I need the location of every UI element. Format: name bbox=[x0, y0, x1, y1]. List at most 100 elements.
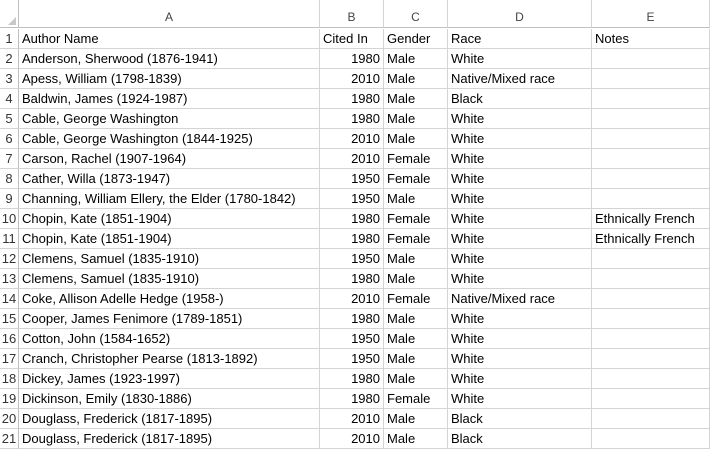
cell-author-name[interactable]: Chopin, Kate (1851-1904) bbox=[19, 209, 320, 229]
cell-cited-in[interactable]: 1980 bbox=[320, 389, 384, 409]
cell-gender[interactable]: Female bbox=[384, 289, 448, 309]
cell-cited-in[interactable]: 1980 bbox=[320, 209, 384, 229]
cell-notes[interactable] bbox=[592, 149, 710, 169]
cell-gender[interactable]: Male bbox=[384, 89, 448, 109]
cell-author-name[interactable]: Dickey, James (1923-1997) bbox=[19, 369, 320, 389]
cell-cited-in[interactable]: 1980 bbox=[320, 49, 384, 69]
cell-race[interactable]: Black bbox=[448, 429, 592, 449]
row-header[interactable]: 2 bbox=[0, 49, 19, 69]
row-header[interactable]: 4 bbox=[0, 89, 19, 109]
cell-notes[interactable] bbox=[592, 369, 710, 389]
cell-author-name[interactable]: Cranch, Christopher Pearse (1813-1892) bbox=[19, 349, 320, 369]
row-header[interactable]: 18 bbox=[0, 369, 19, 389]
column-header-e[interactable]: E bbox=[592, 0, 710, 28]
cell-race[interactable]: White bbox=[448, 249, 592, 269]
cell-gender[interactable]: Male bbox=[384, 49, 448, 69]
cell-race[interactable]: White bbox=[448, 109, 592, 129]
row-header[interactable]: 17 bbox=[0, 349, 19, 369]
cell-notes[interactable] bbox=[592, 169, 710, 189]
cell-gender[interactable]: Female bbox=[384, 209, 448, 229]
row-header[interactable]: 10 bbox=[0, 209, 19, 229]
cell-cited-in[interactable]: 1980 bbox=[320, 229, 384, 249]
row-header[interactable]: 7 bbox=[0, 149, 19, 169]
row-header[interactable]: 14 bbox=[0, 289, 19, 309]
cell-race[interactable]: White bbox=[448, 129, 592, 149]
cell-gender[interactable]: Male bbox=[384, 369, 448, 389]
row-header[interactable]: 1 bbox=[0, 29, 19, 49]
cell-cited-in[interactable]: Cited In bbox=[320, 29, 384, 49]
cell-gender[interactable]: Female bbox=[384, 229, 448, 249]
cell-race[interactable]: White bbox=[448, 389, 592, 409]
cell-race[interactable]: White bbox=[448, 229, 592, 249]
cell-notes[interactable]: Ethnically French bbox=[592, 229, 710, 249]
cell-gender[interactable]: Male bbox=[384, 249, 448, 269]
cell-author-name[interactable]: Cotton, John (1584-1652) bbox=[19, 329, 320, 349]
row-header[interactable]: 20 bbox=[0, 409, 19, 429]
cell-gender[interactable]: Female bbox=[384, 389, 448, 409]
cell-gender[interactable]: Male bbox=[384, 189, 448, 209]
cell-notes[interactable] bbox=[592, 289, 710, 309]
cell-race[interactable]: White bbox=[448, 329, 592, 349]
cell-race[interactable]: Native/Mixed race bbox=[448, 289, 592, 309]
cell-race[interactable]: White bbox=[448, 349, 592, 369]
select-all-corner[interactable] bbox=[0, 0, 19, 28]
column-header-c[interactable]: C bbox=[384, 0, 448, 28]
cell-notes[interactable] bbox=[592, 429, 710, 449]
cell-cited-in[interactable]: 2010 bbox=[320, 409, 384, 429]
row-header[interactable]: 21 bbox=[0, 429, 19, 449]
cell-race[interactable]: White bbox=[448, 49, 592, 69]
column-header-d[interactable]: D bbox=[448, 0, 592, 28]
cell-cited-in[interactable]: 1980 bbox=[320, 309, 384, 329]
column-header-b[interactable]: B bbox=[320, 0, 384, 28]
cell-notes[interactable] bbox=[592, 309, 710, 329]
cell-author-name[interactable]: Anderson, Sherwood (1876-1941) bbox=[19, 49, 320, 69]
column-header-a[interactable]: A bbox=[19, 0, 320, 28]
cell-gender[interactable]: Male bbox=[384, 309, 448, 329]
cell-notes[interactable] bbox=[592, 389, 710, 409]
cell-author-name[interactable]: Dickinson, Emily (1830-1886) bbox=[19, 389, 320, 409]
cell-author-name[interactable]: Cooper, James Fenimore (1789-1851) bbox=[19, 309, 320, 329]
cell-notes[interactable] bbox=[592, 409, 710, 429]
cell-race[interactable]: Native/Mixed race bbox=[448, 69, 592, 89]
row-header[interactable]: 9 bbox=[0, 189, 19, 209]
cell-notes[interactable] bbox=[592, 89, 710, 109]
cell-notes[interactable]: Notes bbox=[592, 29, 710, 49]
cell-author-name[interactable]: Cable, George Washington (1844-1925) bbox=[19, 129, 320, 149]
cell-cited-in[interactable]: 1950 bbox=[320, 169, 384, 189]
cell-gender[interactable]: Male bbox=[384, 69, 448, 89]
cell-author-name[interactable]: Coke, Allison Adelle Hedge (1958-) bbox=[19, 289, 320, 309]
row-header[interactable]: 11 bbox=[0, 229, 19, 249]
cell-gender[interactable]: Female bbox=[384, 169, 448, 189]
cell-race[interactable]: Black bbox=[448, 409, 592, 429]
cell-race[interactable]: White bbox=[448, 369, 592, 389]
row-header[interactable]: 8 bbox=[0, 169, 19, 189]
cell-author-name[interactable]: Cable, George Washington bbox=[19, 109, 320, 129]
cell-race[interactable]: White bbox=[448, 309, 592, 329]
cell-gender[interactable]: Male bbox=[384, 129, 448, 149]
cell-race[interactable]: White bbox=[448, 209, 592, 229]
cell-cited-in[interactable]: 2010 bbox=[320, 289, 384, 309]
cell-notes[interactable] bbox=[592, 129, 710, 149]
cell-notes[interactable] bbox=[592, 249, 710, 269]
cell-race[interactable]: White bbox=[448, 269, 592, 289]
cell-notes[interactable] bbox=[592, 189, 710, 209]
cell-cited-in[interactable]: 2010 bbox=[320, 149, 384, 169]
cell-author-name[interactable]: Channing, William Ellery, the Elder (178… bbox=[19, 189, 320, 209]
cell-gender[interactable]: Male bbox=[384, 409, 448, 429]
cell-author-name[interactable]: Chopin, Kate (1851-1904) bbox=[19, 229, 320, 249]
cell-author-name[interactable]: Douglass, Frederick (1817-1895) bbox=[19, 429, 320, 449]
cell-race[interactable]: Black bbox=[448, 89, 592, 109]
cell-notes[interactable] bbox=[592, 109, 710, 129]
row-header[interactable]: 19 bbox=[0, 389, 19, 409]
cell-gender[interactable]: Male bbox=[384, 329, 448, 349]
cell-notes[interactable] bbox=[592, 269, 710, 289]
cell-gender[interactable]: Male bbox=[384, 429, 448, 449]
cell-cited-in[interactable]: 1980 bbox=[320, 89, 384, 109]
cell-notes[interactable]: Ethnically French bbox=[592, 209, 710, 229]
row-header[interactable]: 5 bbox=[0, 109, 19, 129]
cell-gender[interactable]: Male bbox=[384, 269, 448, 289]
row-header[interactable]: 16 bbox=[0, 329, 19, 349]
cell-race[interactable]: White bbox=[448, 169, 592, 189]
cell-author-name[interactable]: Clemens, Samuel (1835-1910) bbox=[19, 249, 320, 269]
cell-race[interactable]: White bbox=[448, 189, 592, 209]
